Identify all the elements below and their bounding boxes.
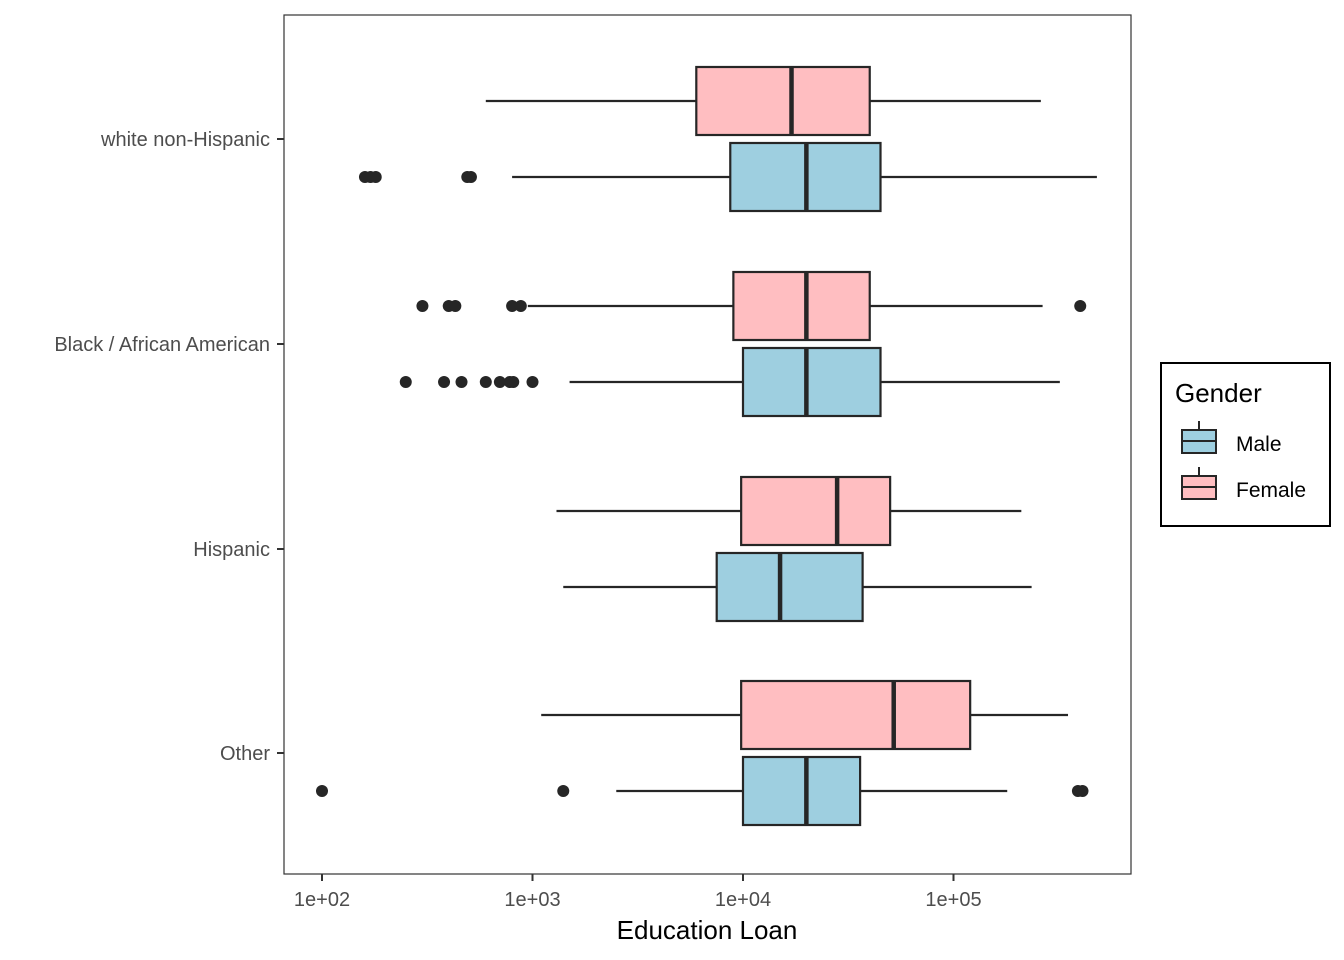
x-tick-label: 1e+05: [925, 889, 981, 911]
box-body: [740, 475, 892, 547]
plot-panel: [283, 14, 1132, 875]
outlier-point: [438, 376, 451, 388]
outlier-point: [557, 785, 570, 797]
box-body: [732, 270, 871, 342]
legend-entry-female: Female: [1181, 467, 1306, 502]
x-tick-label: 1e+02: [294, 889, 350, 911]
outlier-point: [1074, 300, 1087, 312]
x-tick-label: 1e+03: [504, 889, 560, 911]
outlier-point: [479, 376, 492, 388]
y-tick-label: Other: [220, 743, 270, 765]
legend-entries: Male Female: [1181, 421, 1306, 502]
box-other-male: [316, 755, 1089, 827]
outlier-point: [493, 376, 506, 388]
boxes-layer: [316, 65, 1097, 827]
legend-entry-male: Male: [1181, 421, 1282, 456]
outlier-point: [369, 171, 382, 183]
box-body: [695, 65, 871, 137]
outlier-point: [449, 300, 462, 312]
y-axis: white non-Hispanic Black / African Americ…: [54, 129, 284, 765]
legend: Gender Male Female: [1160, 362, 1331, 527]
y-tick-label: Black / African American: [54, 334, 270, 356]
box-body: [715, 551, 864, 623]
outlier-point: [399, 376, 412, 388]
outlier-point: [1076, 785, 1089, 797]
box-body: [740, 679, 972, 751]
box-hispanic-female: [556, 475, 1022, 547]
box-hispanic-male: [563, 551, 1032, 623]
outlier-point: [316, 785, 328, 797]
box-black-african-american-male: [399, 346, 1060, 418]
outlier-point: [416, 300, 429, 312]
legend-label: Female: [1236, 479, 1306, 502]
box-other-female: [541, 679, 1069, 751]
outlier-point: [514, 300, 527, 312]
x-axis-title: Education Loan: [617, 915, 798, 945]
legend-title: Gender: [1175, 378, 1262, 408]
outlier-point: [507, 376, 520, 388]
box-body: [741, 346, 882, 418]
outlier-point: [455, 376, 468, 388]
outlier-point: [506, 300, 519, 312]
box-black-african-american-female: [416, 270, 1087, 342]
y-tick-label: Hispanic: [193, 539, 270, 561]
outlier-point: [526, 376, 539, 388]
box-body: [741, 755, 862, 827]
x-tick-label: 1e+04: [715, 889, 771, 911]
box-white-non-hispanic-male: [358, 141, 1097, 213]
x-axis: 1e+02 1e+03 1e+04 1e+05: [294, 874, 982, 911]
box-white-non-hispanic-female: [485, 65, 1041, 137]
outlier-point: [464, 171, 477, 183]
y-tick-label: white non-Hispanic: [100, 129, 270, 151]
legend-label: Male: [1236, 433, 1282, 456]
